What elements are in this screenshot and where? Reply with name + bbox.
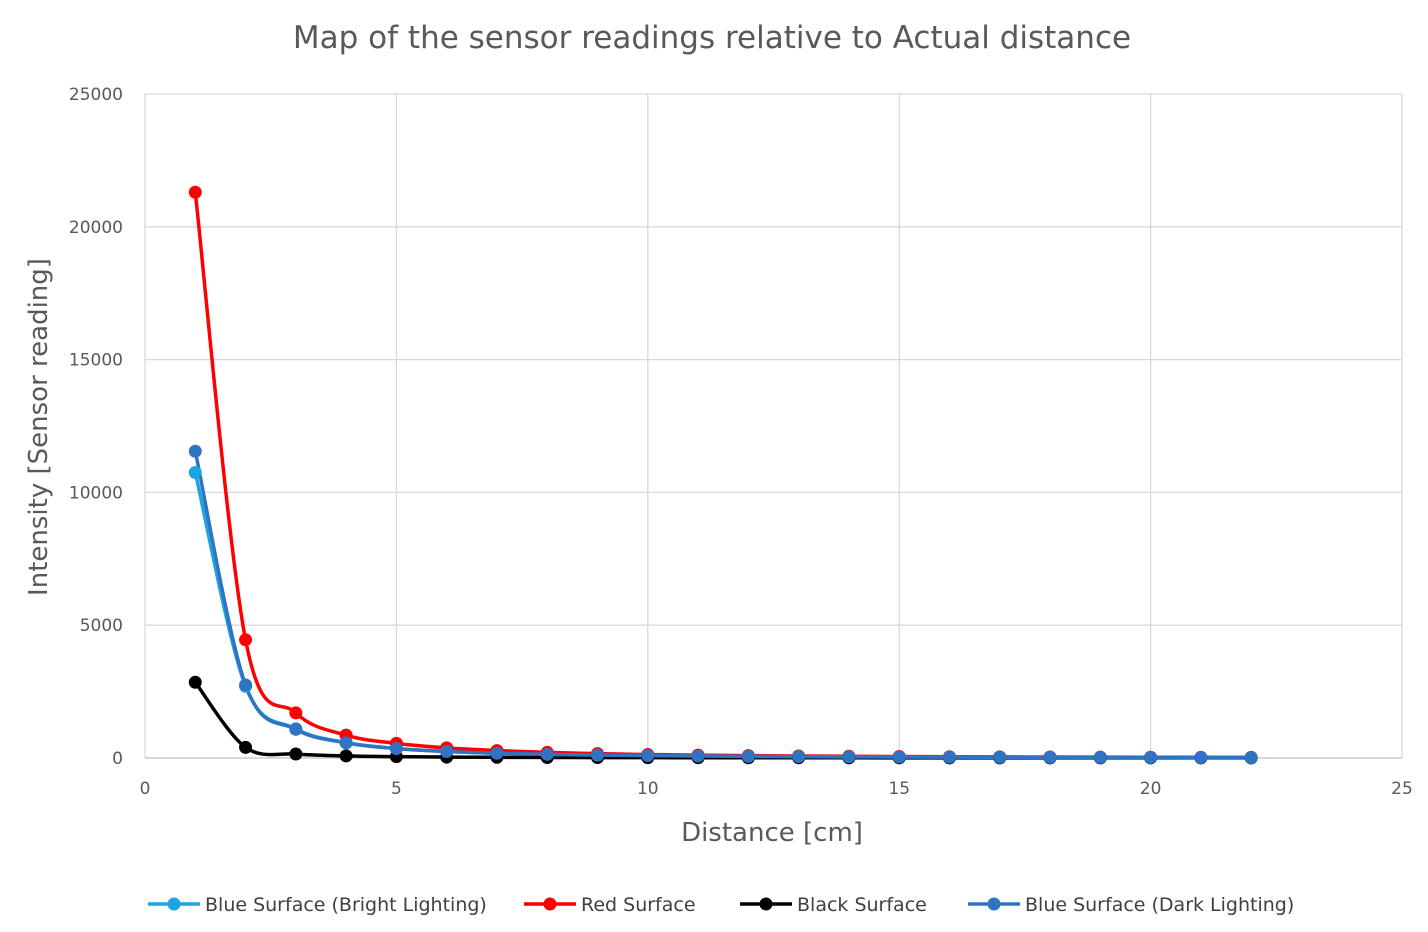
series-points-blue-surface-bright-lighting (188, 465, 1258, 765)
data-point-blue-surface-dark-lighting (691, 749, 705, 763)
gridlines (144, 93, 1403, 758)
y-tick-label: 20000 (69, 218, 123, 238)
data-point-blue-surface-dark-lighting (339, 736, 353, 750)
x-tick-label: 0 (140, 779, 151, 799)
legend-item-blue-surface-bright-lighting: Blue Surface (Bright Lighting) (148, 894, 487, 916)
data-point-blue-surface-dark-lighting (440, 744, 454, 758)
data-point-blue-surface-dark-lighting (993, 750, 1007, 764)
series-line-blue-surface-bright-lighting (193, 470, 1253, 760)
data-point-blue-surface-dark-lighting (842, 750, 856, 764)
data-point-black-surface (289, 747, 303, 761)
data-point-blue-surface-dark-lighting (289, 722, 303, 736)
data-point-red-surface (239, 633, 253, 647)
data-point-blue-surface-bright-lighting (188, 465, 202, 479)
data-point-blue-surface-dark-lighting (641, 749, 655, 763)
x-tick-label: 15 (888, 779, 910, 799)
legend-label: Black Surface (797, 894, 927, 916)
data-point-blue-surface-dark-lighting (1144, 750, 1158, 764)
legend-label: Blue Surface (Bright Lighting) (205, 894, 487, 916)
legend-swatch-marker (987, 897, 1001, 911)
y-tick-label: 15000 (69, 351, 123, 371)
data-point-black-surface (339, 749, 353, 763)
chart-title: Map of the sensor readings relative to A… (293, 20, 1131, 56)
axes: 0 5000 10000 15000 20000 25000 0 5 10 15 20 25 (69, 85, 1413, 799)
x-tick-label: 10 (637, 779, 659, 799)
y-tick-label: 10000 (69, 483, 123, 503)
y-axis-title: Intensity [Sensor reading] (24, 258, 54, 596)
series-line-red-surface (193, 190, 1253, 760)
data-point-blue-surface-dark-lighting (1244, 751, 1258, 765)
legend-label: Red Surface (581, 894, 696, 916)
y-tick-label: 0 (112, 749, 123, 769)
y-tick-label: 5000 (80, 616, 123, 636)
data-points (188, 185, 1258, 765)
series-points-blue-surface-dark-lighting (188, 444, 1258, 765)
data-point-blue-surface-dark-lighting (389, 742, 403, 756)
series-line-blue-surface-dark-lighting (193, 449, 1253, 760)
x-axis-title: Distance [cm] (681, 818, 863, 848)
data-point-blue-surface-dark-lighting (942, 750, 956, 764)
legend: Blue Surface (Bright Lighting) Red Surfac… (148, 894, 1294, 916)
data-point-blue-surface-dark-lighting (1093, 750, 1107, 764)
x-tick-label: 5 (391, 779, 402, 799)
data-point-blue-surface-dark-lighting (792, 750, 806, 764)
data-point-red-surface (289, 706, 303, 720)
data-point-red-surface (188, 185, 202, 199)
legend-item-red-surface: Red Surface (524, 894, 696, 916)
data-point-black-surface (239, 740, 253, 754)
data-point-blue-surface-dark-lighting (490, 746, 504, 760)
data-point-black-surface (188, 675, 202, 689)
legend-item-black-surface: Black Surface (740, 894, 927, 916)
series-lines (193, 190, 1253, 760)
data-point-blue-surface-dark-lighting (591, 748, 605, 762)
data-point-blue-surface-dark-lighting (540, 747, 554, 761)
data-point-blue-surface-dark-lighting (1043, 750, 1057, 764)
data-point-blue-surface-dark-lighting (1194, 751, 1208, 765)
legend-swatch-marker (543, 897, 557, 911)
series-points-black-surface (188, 675, 1258, 765)
x-tick-label: 20 (1140, 779, 1162, 799)
x-tick-label: 25 (1391, 779, 1413, 799)
legend-label: Blue Surface (Dark Lighting) (1025, 894, 1294, 916)
legend-item-blue-surface-dark-lighting: Blue Surface (Dark Lighting) (968, 894, 1294, 916)
data-point-blue-surface-dark-lighting (188, 444, 202, 458)
data-point-blue-surface-dark-lighting (741, 749, 755, 763)
series-line-black-surface (193, 680, 1253, 760)
y-tick-label: 25000 (69, 85, 123, 105)
legend-swatch-marker (759, 897, 773, 911)
data-point-blue-surface-dark-lighting (892, 750, 906, 764)
data-point-blue-surface-dark-lighting (239, 678, 253, 692)
series-points-red-surface (188, 185, 1258, 764)
legend-swatch-marker (167, 897, 181, 911)
